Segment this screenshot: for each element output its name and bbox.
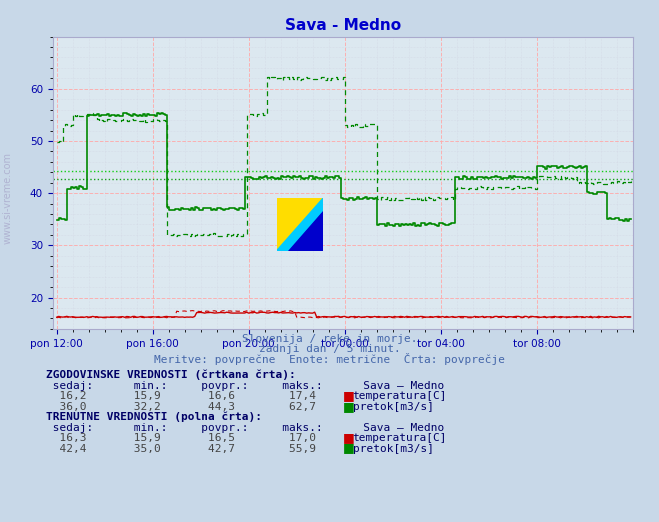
Text: temperatura[C]: temperatura[C] xyxy=(353,433,447,443)
Text: pretok[m3/s]: pretok[m3/s] xyxy=(353,402,434,412)
Text: 16,3       15,9       16,5        17,0: 16,3 15,9 16,5 17,0 xyxy=(46,433,316,443)
Text: sedaj:      min.:     povpr.:     maks.:      Sava – Medno: sedaj: min.: povpr.: maks.: Sava – Medno xyxy=(46,381,444,391)
Text: ■: ■ xyxy=(343,431,355,444)
Text: www.si-vreme.com: www.si-vreme.com xyxy=(3,152,13,244)
Text: Meritve: povprečne  Enote: metrične  Črta: povprečje: Meritve: povprečne Enote: metrične Črta:… xyxy=(154,353,505,365)
Text: pretok[m3/s]: pretok[m3/s] xyxy=(353,444,434,454)
Text: 16,2       15,9       16,6        17,4: 16,2 15,9 16,6 17,4 xyxy=(46,392,316,401)
Text: temperatura[C]: temperatura[C] xyxy=(353,392,447,401)
Text: ■: ■ xyxy=(343,442,355,455)
Text: 42,4       35,0       42,7        55,9: 42,4 35,0 42,7 55,9 xyxy=(46,444,316,454)
Text: sedaj:      min.:     povpr.:     maks.:      Sava – Medno: sedaj: min.: povpr.: maks.: Sava – Medno xyxy=(46,423,444,433)
Text: zadnji dan / 5 minut.: zadnji dan / 5 minut. xyxy=(258,345,401,354)
Polygon shape xyxy=(277,198,323,251)
Polygon shape xyxy=(277,198,323,251)
Text: ZGODOVINSKE VREDNOSTI (črtkana črta):: ZGODOVINSKE VREDNOSTI (črtkana črta): xyxy=(46,370,296,381)
Polygon shape xyxy=(289,211,323,251)
Text: Slovenija / reke in morje.: Slovenija / reke in morje. xyxy=(242,334,417,344)
Text: ■: ■ xyxy=(343,389,355,402)
Text: 36,0       32,2       44,3        62,7: 36,0 32,2 44,3 62,7 xyxy=(46,402,316,412)
Text: TRENUTNE VREDNOSTI (polna črta):: TRENUTNE VREDNOSTI (polna črta): xyxy=(46,412,262,422)
Title: Sava - Medno: Sava - Medno xyxy=(285,18,401,32)
Text: ■: ■ xyxy=(343,400,355,413)
